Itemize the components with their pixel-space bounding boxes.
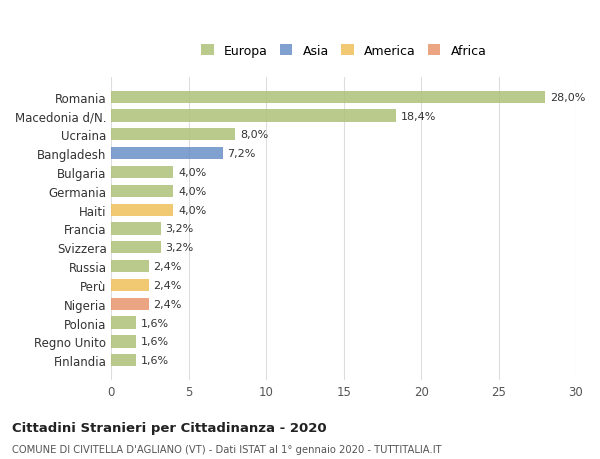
Text: 3,2%: 3,2%: [166, 243, 194, 253]
Text: 28,0%: 28,0%: [550, 93, 585, 102]
Text: 4,0%: 4,0%: [178, 205, 206, 215]
Bar: [112, 279, 149, 291]
Bar: [112, 298, 149, 310]
Text: 2,4%: 2,4%: [153, 280, 182, 290]
Bar: [112, 317, 136, 329]
Text: 4,0%: 4,0%: [178, 186, 206, 196]
Text: 1,6%: 1,6%: [141, 336, 169, 347]
Bar: [112, 91, 545, 104]
Bar: [112, 167, 173, 179]
Bar: [112, 110, 397, 123]
Bar: [112, 204, 173, 216]
Bar: [112, 354, 136, 367]
Text: 1,6%: 1,6%: [141, 355, 169, 365]
Bar: [112, 336, 136, 348]
Legend: Europa, Asia, America, Africa: Europa, Asia, America, Africa: [201, 45, 486, 57]
Bar: [112, 129, 235, 141]
Bar: [112, 241, 161, 254]
Text: COMUNE DI CIVITELLA D'AGLIANO (VT) - Dati ISTAT al 1° gennaio 2020 - TUTTITALIA.: COMUNE DI CIVITELLA D'AGLIANO (VT) - Dat…: [12, 444, 442, 454]
Text: 1,6%: 1,6%: [141, 318, 169, 328]
Text: 7,2%: 7,2%: [227, 149, 256, 159]
Text: 3,2%: 3,2%: [166, 224, 194, 234]
Text: 18,4%: 18,4%: [401, 111, 436, 121]
Text: 4,0%: 4,0%: [178, 168, 206, 178]
Text: 8,0%: 8,0%: [240, 130, 268, 140]
Text: 2,4%: 2,4%: [153, 299, 182, 309]
Bar: [112, 260, 149, 273]
Bar: [112, 148, 223, 160]
Text: 2,4%: 2,4%: [153, 262, 182, 272]
Text: Cittadini Stranieri per Cittadinanza - 2020: Cittadini Stranieri per Cittadinanza - 2…: [12, 421, 326, 434]
Bar: [112, 223, 161, 235]
Bar: [112, 185, 173, 197]
